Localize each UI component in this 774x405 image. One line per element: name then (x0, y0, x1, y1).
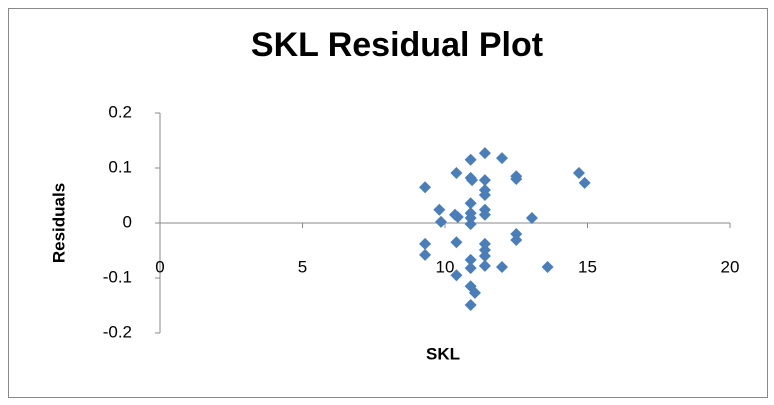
x-tick-label: 5 (298, 257, 307, 276)
point (451, 210, 464, 223)
point (478, 208, 491, 221)
x-tick-label: 15 (578, 257, 597, 276)
point (541, 261, 554, 273)
y-tick-label: 0.2 (108, 102, 132, 121)
point (450, 236, 463, 249)
point (419, 248, 432, 261)
y-tick-label: 0 (123, 212, 132, 231)
point (466, 174, 479, 187)
point (496, 261, 508, 273)
point (464, 153, 477, 166)
y-axis-label: Residuals (49, 183, 68, 263)
x-axis-label: SKL (426, 344, 460, 363)
point (478, 237, 491, 250)
point (478, 243, 491, 256)
point (478, 147, 491, 160)
point (510, 173, 523, 185)
point (478, 259, 491, 272)
point (510, 234, 523, 247)
point (510, 228, 523, 240)
point (464, 212, 477, 225)
point (435, 215, 448, 228)
point (478, 188, 491, 201)
x-tick-label: 0 (155, 257, 164, 276)
point (478, 174, 491, 187)
point (450, 269, 463, 282)
y-tick-label: -0.2 (103, 322, 132, 341)
point (572, 166, 585, 179)
point (464, 298, 477, 311)
point (496, 152, 508, 165)
point (464, 253, 477, 266)
point (419, 237, 432, 250)
x-tick-label: 10 (436, 257, 455, 276)
point (478, 250, 491, 262)
x-tick-label: 20 (721, 257, 740, 276)
point (450, 166, 463, 179)
chart-border (8, 8, 768, 398)
point (433, 203, 446, 216)
point (464, 262, 477, 275)
y-tick-label: 0.1 (108, 157, 132, 176)
y-tick-label: -0.1 (103, 267, 132, 286)
point (525, 212, 538, 225)
point (464, 218, 477, 231)
point (578, 176, 591, 189)
point (464, 197, 477, 210)
point (419, 181, 432, 194)
point (468, 286, 481, 299)
chart-title: SKL Residual Plot (251, 26, 543, 64)
